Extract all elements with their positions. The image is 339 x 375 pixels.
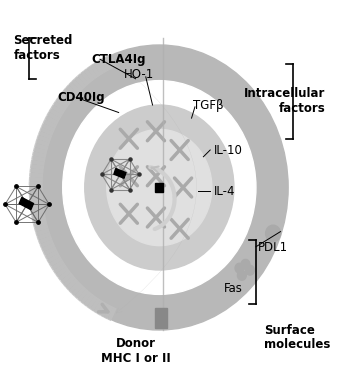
Text: HO-1: HO-1 bbox=[124, 69, 154, 81]
Text: Donor
MHC I or II: Donor MHC I or II bbox=[101, 337, 171, 364]
Circle shape bbox=[235, 263, 244, 273]
Point bbox=[127, 186, 132, 192]
Point bbox=[35, 219, 41, 225]
Ellipse shape bbox=[31, 45, 288, 330]
Text: CTLA4Ig: CTLA4Ig bbox=[92, 54, 146, 66]
Text: Intracellular
factors: Intracellular factors bbox=[244, 87, 325, 115]
Point bbox=[2, 201, 8, 207]
Text: PDL1: PDL1 bbox=[258, 241, 288, 254]
Point bbox=[99, 171, 104, 177]
Circle shape bbox=[237, 270, 246, 280]
FancyBboxPatch shape bbox=[19, 198, 34, 210]
Text: IL-4: IL-4 bbox=[214, 185, 235, 198]
Circle shape bbox=[241, 260, 250, 269]
Ellipse shape bbox=[107, 129, 212, 246]
Point bbox=[13, 219, 19, 225]
Point bbox=[108, 186, 114, 192]
Point bbox=[127, 156, 132, 162]
Text: Fas: Fas bbox=[224, 282, 243, 295]
Text: TGFβ: TGFβ bbox=[193, 99, 224, 111]
FancyBboxPatch shape bbox=[114, 168, 126, 178]
Point bbox=[118, 171, 123, 177]
Point bbox=[36, 183, 41, 189]
Bar bbox=[155, 308, 167, 328]
Bar bbox=[155, 183, 163, 192]
Point bbox=[108, 156, 114, 162]
Point bbox=[24, 201, 30, 207]
Text: Secreted
factors: Secreted factors bbox=[14, 34, 73, 62]
Circle shape bbox=[245, 265, 254, 275]
Ellipse shape bbox=[85, 105, 234, 270]
Text: IL-10: IL-10 bbox=[214, 144, 242, 156]
Text: CD40Ig: CD40Ig bbox=[58, 91, 105, 104]
Circle shape bbox=[266, 225, 281, 242]
Point bbox=[136, 171, 142, 177]
Ellipse shape bbox=[63, 81, 256, 294]
Point bbox=[46, 201, 52, 207]
Point bbox=[14, 183, 19, 189]
Text: Surface
molecules: Surface molecules bbox=[264, 324, 331, 351]
